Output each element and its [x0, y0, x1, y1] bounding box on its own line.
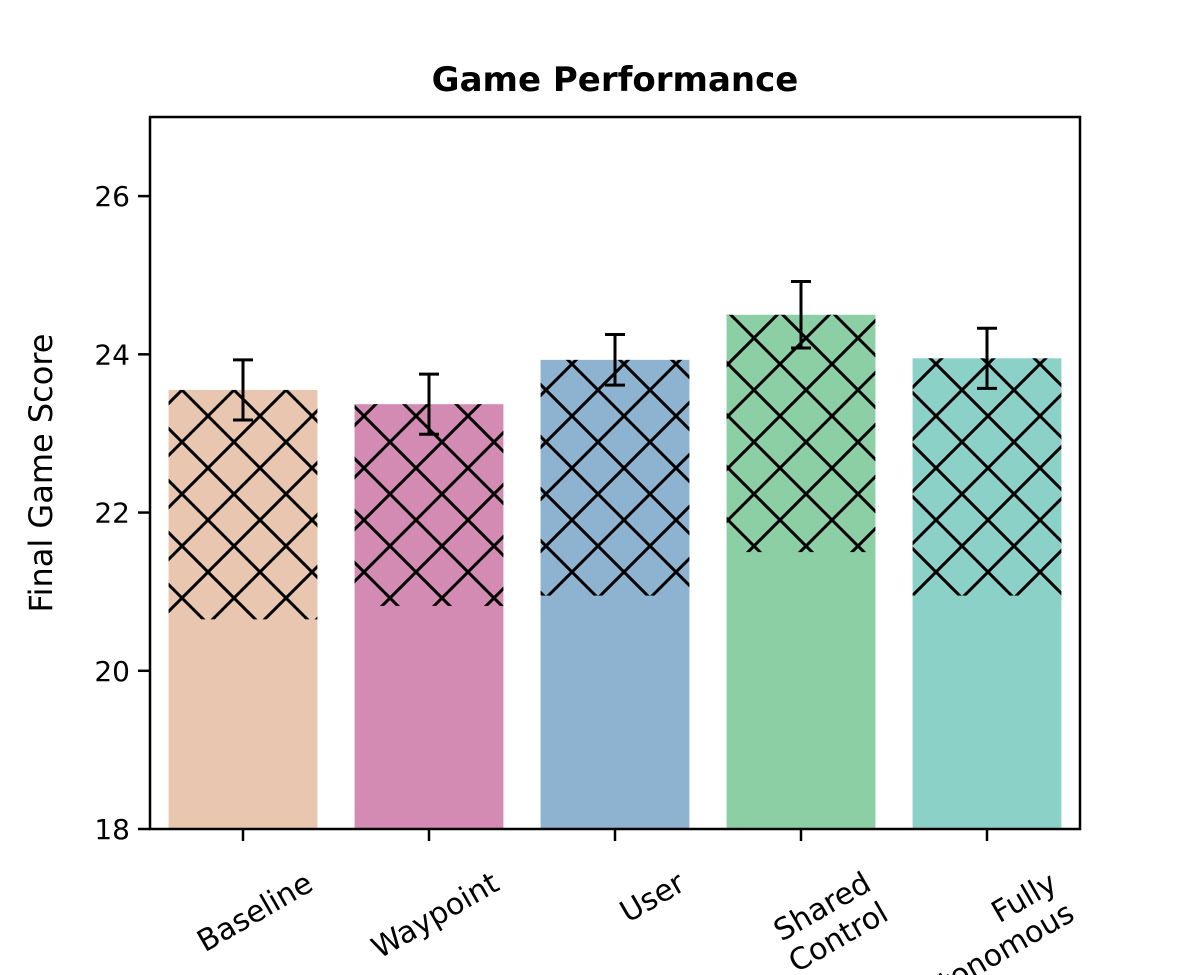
x-tick-label: SharedControl — [766, 866, 895, 975]
chart-title: Game Performance — [432, 60, 799, 100]
y-tick-label: 18 — [94, 813, 130, 846]
error-bars-group — [233, 280, 997, 436]
bar-hatch-overlay — [540, 359, 690, 596]
x-tick-label: Baseline — [191, 866, 319, 960]
y-tick-label: 20 — [94, 655, 130, 688]
y-tick-label: 24 — [94, 338, 130, 371]
y-tick-label: 22 — [94, 497, 130, 530]
bars-group — [168, 314, 1062, 829]
bar-hatch-overlay — [168, 389, 318, 620]
x-tick-label-line: Waypoint — [366, 865, 505, 966]
x-tick-label-line: User — [614, 865, 691, 930]
y-axis: 18 20 22 24 26 — [94, 180, 150, 846]
bar-hatch-overlay — [912, 358, 1062, 596]
y-axis-label: Final Game Score — [22, 334, 60, 613]
x-tick-label: Waypoint — [366, 865, 505, 966]
x-tick-label-line: Baseline — [191, 866, 319, 960]
bar-hatch-overlay — [354, 404, 504, 606]
bar-hatch-overlay — [726, 314, 876, 553]
x-tick-label: User — [614, 865, 691, 930]
y-tick-label: 26 — [94, 180, 130, 213]
x-tick-label: FullyAutonomous — [882, 866, 1081, 975]
x-axis: Baseline Waypoint User SharedControl FullyAu… — [191, 829, 1080, 975]
